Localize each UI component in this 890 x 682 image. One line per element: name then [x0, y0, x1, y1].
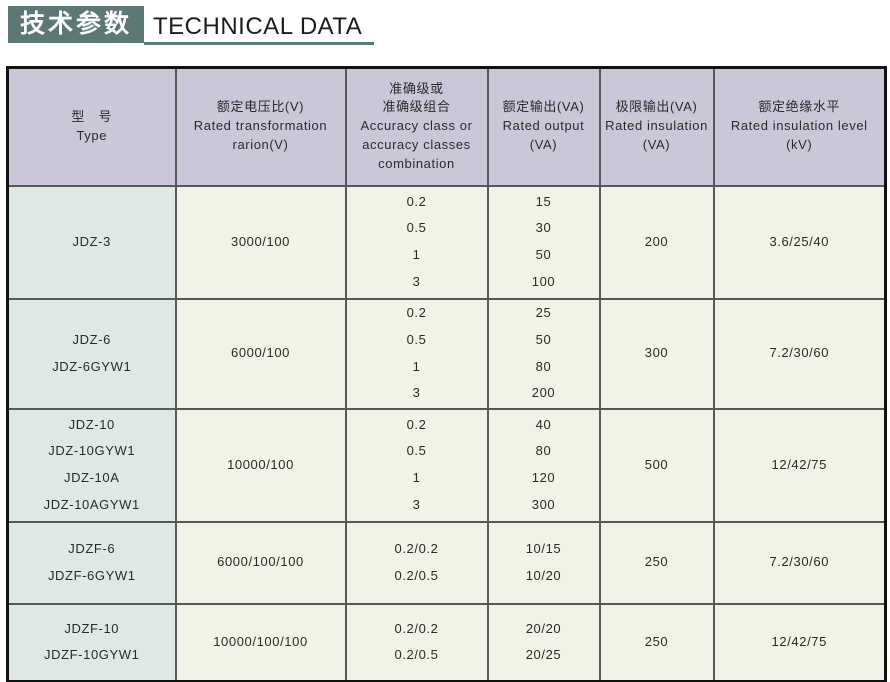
column-header-accuracy-class: 准确级或 准确级组合 Accuracy class or accuracy cl… [344, 66, 489, 187]
cell-rated-output: 10/15 10/20 [486, 520, 601, 605]
cell-voltage-ratio: 10000/100 [174, 407, 347, 523]
cell-limit-output: 250 [598, 520, 715, 605]
cell-rated-output: 25 50 80 200 [486, 297, 601, 410]
cell-insulation-level: 12/42/75 [712, 602, 887, 682]
cell-insulation-level: 3.6/25/40 [712, 184, 887, 300]
cell-type: JDZ-3 [6, 184, 177, 300]
cell-rated-output: 40 80 120 300 [486, 407, 601, 523]
column-header-limit-output: 极限输出(VA) Rated insulation (VA) [598, 66, 715, 187]
cell-limit-output: 300 [598, 297, 715, 410]
technical-data-table: 型 号 Type 额定电压比(V) Rated transformation r… [6, 66, 887, 682]
cell-voltage-ratio: 6000/100/100 [174, 520, 347, 605]
title-badge-cn: 技术参数 [8, 6, 145, 43]
table-row-jdzf-6: JDZF-6 JDZF-6GYW1 6000/100/100 0.2/0.2 0… [6, 520, 887, 605]
column-header-rated-insulation-level: 额定绝缘水平 Rated insulation level (kV) [712, 66, 887, 187]
table-row-jdz-6: JDZ-6 JDZ-6GYW1 6000/100 0.2 0.5 1 3 25 … [6, 297, 887, 410]
cell-type: JDZ-6 JDZ-6GYW1 [6, 297, 177, 410]
cell-accuracy-classes: 0.2 0.5 1 3 [344, 407, 489, 523]
table-body: JDZ-3 3000/100 0.2 0.5 1 3 15 30 50 100 … [6, 184, 887, 682]
table-header: 型 号 Type 额定电压比(V) Rated transformation r… [6, 66, 887, 187]
table-row-jdzf-10: JDZF-10 JDZF-10GYW1 10000/100/100 0.2/0.… [6, 602, 887, 682]
cell-accuracy-classes: 0.2 0.5 1 3 [344, 297, 489, 410]
cell-type: JDZF-6 JDZF-6GYW1 [6, 520, 177, 605]
column-header-rated-output: 额定输出(VA) Rated output (VA) [486, 66, 601, 187]
cell-type: JDZF-10 JDZF-10GYW1 [6, 602, 177, 682]
cell-insulation-level: 7.2/30/60 [712, 520, 887, 605]
column-header-type: 型 号 Type [6, 66, 177, 187]
cell-accuracy-classes: 0.2/0.2 0.2/0.5 [344, 602, 489, 682]
table-row-jdz-3: JDZ-3 3000/100 0.2 0.5 1 3 15 30 50 100 … [6, 184, 887, 300]
column-header-rated-voltage-ratio: 额定电压比(V) Rated transformation rarion(V) [174, 66, 347, 187]
cell-accuracy-classes: 0.2/0.2 0.2/0.5 [344, 520, 489, 605]
cell-insulation-level: 7.2/30/60 [712, 297, 887, 410]
cell-rated-output: 15 30 50 100 [486, 184, 601, 300]
cell-rated-output: 20/20 20/25 [486, 602, 601, 682]
cell-limit-output: 500 [598, 407, 715, 523]
cell-limit-output: 200 [598, 184, 715, 300]
table-row-jdz-10: JDZ-10 JDZ-10GYW1 JDZ-10A JDZ-10AGYW1 10… [6, 407, 887, 523]
title-en: TECHNICAL DATA [144, 6, 375, 45]
header-row: 型 号 Type 额定电压比(V) Rated transformation r… [6, 66, 887, 187]
cell-insulation-level: 12/42/75 [712, 407, 887, 523]
cell-accuracy-classes: 0.2 0.5 1 3 [344, 184, 489, 300]
cell-limit-output: 250 [598, 602, 715, 682]
cell-voltage-ratio: 3000/100 [174, 184, 347, 300]
cell-voltage-ratio: 6000/100 [174, 297, 347, 410]
page-header: 技术参数 TECHNICAL DATA [8, 6, 890, 45]
cell-type: JDZ-10 JDZ-10GYW1 JDZ-10A JDZ-10AGYW1 [6, 407, 177, 523]
cell-voltage-ratio: 10000/100/100 [174, 602, 347, 682]
